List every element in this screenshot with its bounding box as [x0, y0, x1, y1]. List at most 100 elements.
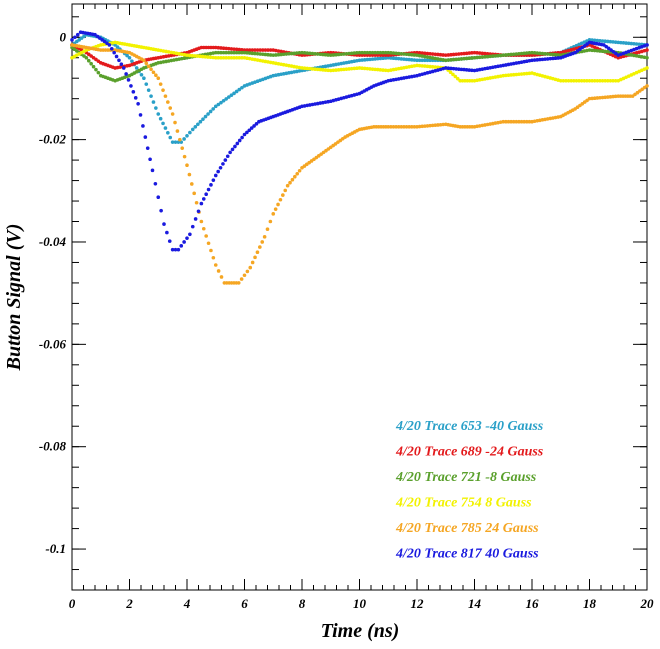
- data-point: [219, 100, 223, 105]
- data-point: [634, 42, 639, 46]
- data-point: [386, 50, 391, 55]
- x-tick-label: 10: [353, 596, 367, 611]
- data-point: [378, 53, 383, 57]
- y-tick-label: 0: [60, 29, 67, 44]
- legend-entry-4: 4/20 Trace 754 8 Gauss: [395, 496, 532, 511]
- data-point: [326, 68, 330, 73]
- data-point: [438, 52, 443, 57]
- data-point: [266, 48, 270, 52]
- data-point: [75, 32, 80, 37]
- data-point: [133, 96, 138, 100]
- data-point: [206, 187, 211, 192]
- data-point: [457, 52, 461, 56]
- data-point: [368, 67, 372, 71]
- data-point: [213, 104, 218, 109]
- data-point: [606, 78, 610, 83]
- data-point: [459, 51, 464, 56]
- data-point: [613, 78, 618, 83]
- data-point: [556, 56, 560, 60]
- data-point: [407, 125, 411, 129]
- data-point: [386, 53, 391, 57]
- data-point: [509, 73, 513, 77]
- data-point: [360, 50, 364, 55]
- data-point: [417, 51, 422, 55]
- data-point: [297, 168, 302, 173]
- data-point: [441, 53, 445, 57]
- data-point: [464, 56, 469, 61]
- data-point: [84, 55, 89, 60]
- x-tick-label: 8: [299, 596, 306, 611]
- data-point: [224, 50, 228, 55]
- data-point: [501, 53, 506, 57]
- data-point: [587, 48, 592, 52]
- data-point: [415, 58, 419, 63]
- data-point: [242, 132, 247, 137]
- data-point: [187, 53, 192, 58]
- data-point: [455, 76, 460, 81]
- data-point: [415, 63, 419, 68]
- data-point: [305, 51, 310, 55]
- data-point: [258, 48, 262, 52]
- x-tick-label: 4: [183, 596, 191, 611]
- data-point: [446, 66, 451, 71]
- data-point: [347, 67, 351, 71]
- data-point: [151, 100, 156, 104]
- legend-entry-5: 4/20 Trace 785 24 Gauss: [395, 521, 539, 536]
- data-point: [148, 157, 152, 162]
- data-point: [213, 50, 218, 55]
- data-point: [459, 57, 464, 61]
- data-point: [201, 117, 205, 121]
- data-point: [373, 53, 377, 57]
- data-point: [443, 58, 448, 63]
- data-point: [538, 57, 542, 62]
- data-point: [538, 51, 542, 56]
- data-point: [590, 96, 594, 101]
- data-point: [173, 120, 177, 125]
- data-point: [511, 52, 516, 57]
- data-point: [357, 53, 362, 57]
- data-point: [383, 56, 388, 60]
- data-point: [182, 154, 187, 159]
- data-point: [582, 78, 587, 83]
- data-point: [376, 53, 380, 57]
- data-point: [645, 48, 649, 52]
- data-point: [189, 182, 194, 186]
- data-point: [462, 56, 466, 61]
- data-point: [119, 62, 124, 66]
- data-point: [321, 52, 325, 57]
- data-point: [188, 232, 192, 237]
- data-point: [592, 96, 597, 101]
- data-point: [574, 78, 579, 83]
- data-point: [355, 66, 359, 71]
- data-point: [524, 119, 529, 124]
- data-point: [94, 67, 98, 72]
- data-point: [143, 135, 148, 139]
- data-point: [381, 56, 385, 60]
- data-point: [373, 50, 377, 55]
- data-point: [381, 50, 385, 55]
- data-point: [462, 67, 466, 72]
- data-point: [475, 55, 479, 60]
- data-point: [253, 255, 257, 260]
- series-5: [70, 43, 649, 285]
- data-point: [240, 135, 244, 140]
- data-point: [514, 119, 519, 124]
- data-point: [556, 53, 560, 57]
- data-point: [219, 275, 224, 279]
- data-point: [389, 56, 393, 60]
- data-point: [165, 230, 169, 235]
- data-point: [378, 50, 383, 55]
- data-point: [347, 51, 351, 56]
- data-point: [598, 38, 602, 43]
- data-point: [211, 55, 215, 60]
- data-point: [443, 66, 448, 70]
- data-point: [292, 51, 296, 56]
- data-point: [176, 247, 181, 252]
- data-point: [511, 119, 516, 124]
- data-point: [391, 125, 396, 129]
- data-point: [519, 51, 524, 56]
- data-point: [613, 94, 618, 99]
- y-tick-label: -0.08: [39, 439, 67, 454]
- data-point: [464, 51, 469, 56]
